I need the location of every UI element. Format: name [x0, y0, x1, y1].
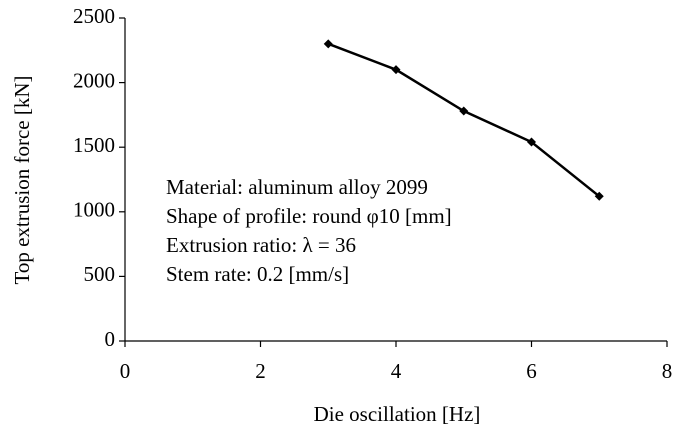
annotation: Shape of profile: round φ10 [mm]: [166, 204, 452, 228]
x-tick-label: 6: [526, 359, 537, 383]
x-tick-label: 4: [391, 359, 402, 383]
y-tick-label: 1500: [73, 133, 115, 157]
annotation: Material: aluminum alloy 2099: [166, 175, 428, 199]
annotation: Stem rate: 0.2 [mm/s]: [166, 262, 349, 286]
data-point: [594, 191, 604, 201]
data-point: [459, 106, 469, 116]
y-tick-label: 2500: [73, 4, 115, 28]
y-tick-label: 0: [105, 327, 116, 351]
data-point: [391, 65, 401, 75]
data-point: [323, 39, 333, 49]
data-line: [327, 42, 601, 198]
x-tick-label: 8: [662, 359, 673, 383]
data-point: [527, 137, 536, 147]
x-tick-label: 2: [255, 359, 266, 383]
y-tick-label: 2000: [73, 68, 115, 92]
y-tick-label: 500: [84, 262, 116, 286]
x-tick-label: 0: [120, 359, 131, 383]
y-axis-label: Top extrusion force [kN]: [10, 75, 34, 284]
y-tick-label: 1000: [73, 198, 115, 222]
x-axis-label: Die oscillation [Hz]: [314, 402, 481, 426]
annotation: Extrusion ratio: λ = 36: [166, 233, 356, 257]
